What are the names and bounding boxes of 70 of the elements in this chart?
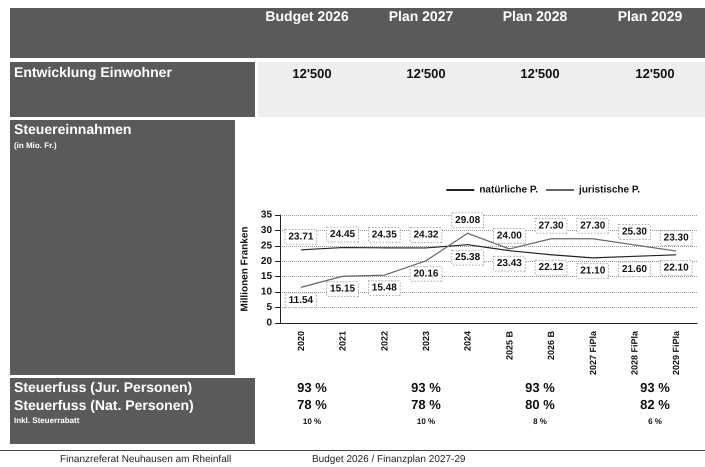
text: Entwicklung Einwohner bbox=[14, 64, 172, 80]
x-tick-label: 2029 FiPla bbox=[671, 330, 682, 375]
y-tick-label: 35 bbox=[260, 210, 272, 220]
data-label: 27.30 bbox=[538, 220, 564, 232]
legend-label: natürliche P. bbox=[479, 184, 538, 196]
text: 78 % bbox=[297, 397, 327, 412]
data-label: 27.30 bbox=[580, 220, 606, 232]
data-label: 23.30 bbox=[664, 232, 690, 244]
y-tick-label: 5 bbox=[266, 302, 272, 314]
text: Plan 2027 bbox=[388, 8, 454, 24]
data-label: 24.45 bbox=[330, 229, 356, 240]
data-label: 21.10 bbox=[580, 265, 606, 276]
text: 10 % bbox=[416, 417, 436, 426]
text: 93 % bbox=[411, 380, 441, 395]
x-tick-label: 2027 FiPla bbox=[588, 330, 598, 375]
data-label: 24.35 bbox=[372, 229, 398, 240]
x-tick-label: 2023 bbox=[420, 330, 431, 351]
text: Finanzreferat Neuhausen am Rheinfall bbox=[60, 454, 232, 465]
data-label: 20.16 bbox=[413, 268, 439, 280]
x-tick-label: 2025 B bbox=[504, 330, 514, 360]
x-tick-label: 2020 bbox=[296, 330, 306, 351]
text: 12'500 bbox=[292, 66, 332, 81]
data-label: 11.54 bbox=[288, 294, 314, 306]
y-axis-title: Millionen Franken bbox=[240, 226, 250, 312]
x-tick-label: 2028 FiPla bbox=[629, 330, 640, 375]
y-tick-label: 0 bbox=[266, 317, 272, 328]
text: 78 % bbox=[411, 397, 441, 412]
text: 93 % bbox=[640, 380, 670, 395]
text: 12'500 bbox=[635, 66, 675, 81]
y-tick-label: 25 bbox=[260, 240, 272, 252]
line-series bbox=[300, 244, 677, 258]
text: Steuerfuss (Nat. Personen) bbox=[14, 397, 194, 413]
data-label: 29.08 bbox=[455, 214, 481, 226]
text: Plan 2028 bbox=[502, 8, 568, 24]
data-label: 21.60 bbox=[622, 264, 648, 275]
data-label: 22.10 bbox=[664, 262, 690, 274]
text: 8 % bbox=[533, 417, 547, 426]
text: Plan 2029 bbox=[618, 8, 682, 24]
text: 93 % bbox=[525, 380, 555, 395]
text: 12'500 bbox=[406, 66, 446, 81]
y-tick-label: 15 bbox=[260, 271, 272, 282]
text: 10 % bbox=[302, 417, 322, 426]
text: Budget 2026 / Finanzplan 2027-29 bbox=[312, 454, 466, 465]
data-label: 24.32 bbox=[413, 229, 439, 240]
x-tick-label: 2022 bbox=[379, 330, 390, 351]
x-tick-label: 2024 bbox=[462, 330, 473, 351]
y-tick-label: 30 bbox=[260, 224, 272, 236]
text: 12'500 bbox=[520, 66, 560, 81]
data-label: 15.15 bbox=[330, 284, 356, 295]
data-label: 23.71 bbox=[288, 231, 314, 242]
text: 93 % bbox=[297, 380, 327, 395]
data-label: 25.38 bbox=[455, 252, 481, 264]
data-label: 25.30 bbox=[622, 226, 648, 238]
legend-label: juristische P. bbox=[578, 184, 640, 196]
text: (in Mio. Fr.) bbox=[14, 141, 57, 150]
text: Steuereinnahmen bbox=[14, 121, 132, 137]
text: 82 % bbox=[640, 397, 670, 412]
data-label: 15.48 bbox=[372, 282, 398, 294]
text: Inkl. Steuerrabatt bbox=[14, 416, 80, 425]
data-label: 24.00 bbox=[496, 230, 522, 242]
y-tick-label: 10 bbox=[260, 286, 272, 298]
data-label: 22.12 bbox=[538, 262, 564, 274]
text: 6 % bbox=[648, 417, 662, 426]
text: Budget 2026 bbox=[265, 8, 349, 24]
text: 80 % bbox=[525, 397, 555, 412]
text: Steuerfuss (Jur. Personen) bbox=[14, 379, 192, 395]
x-tick-label: 2026 B bbox=[546, 330, 556, 360]
x-tick-label: 2021 bbox=[338, 330, 348, 351]
y-tick-label: 20 bbox=[260, 256, 272, 267]
data-label: 23.43 bbox=[496, 258, 522, 270]
